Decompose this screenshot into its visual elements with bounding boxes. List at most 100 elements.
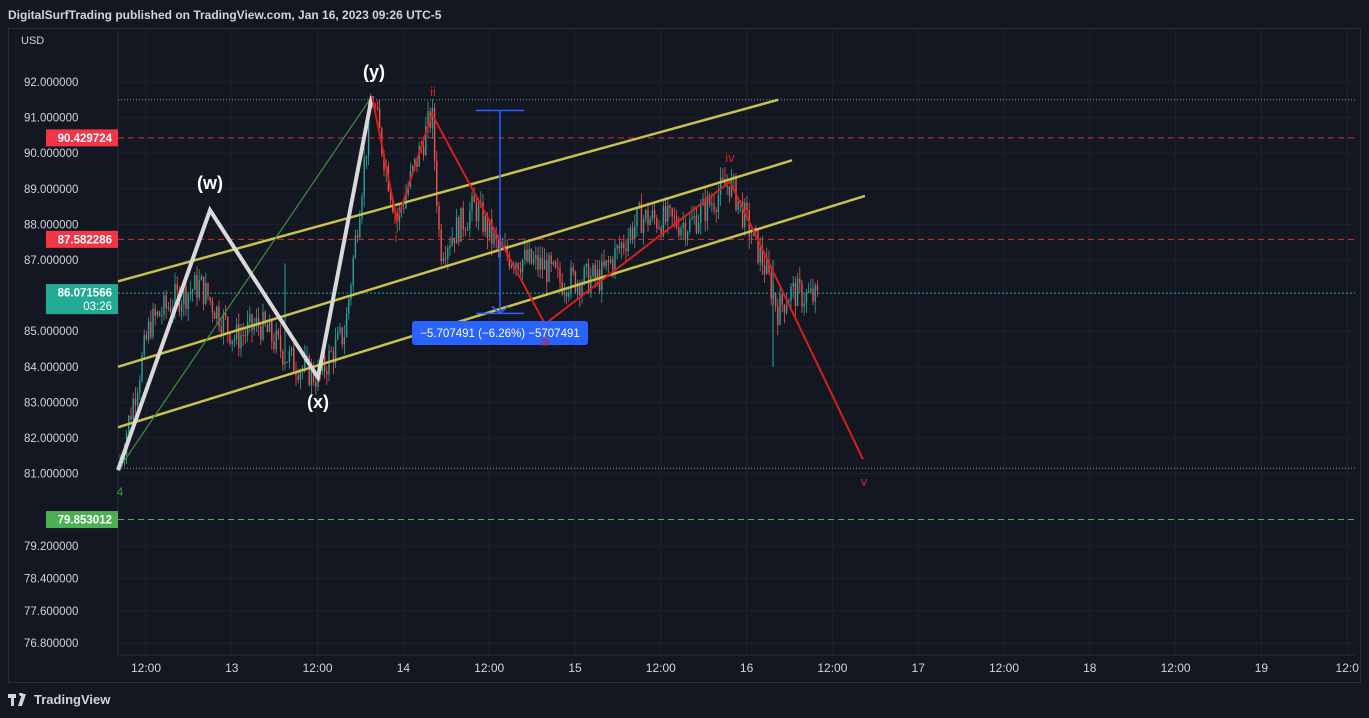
candle-body [706, 195, 709, 221]
candle-body [337, 331, 339, 340]
candle-body [627, 238, 629, 252]
candle-body [508, 256, 511, 268]
candle-body [464, 229, 467, 231]
y-tick-label: 82.000000 [24, 433, 78, 445]
price-tag [46, 230, 118, 248]
candle-body [510, 264, 513, 268]
candle-body [552, 261, 555, 264]
candle-body [484, 215, 486, 232]
candle-body [774, 293, 777, 307]
candle-body [647, 209, 649, 226]
candle-body [594, 264, 596, 278]
candle-body [136, 392, 139, 406]
x-tick-label: 16 [740, 661, 754, 675]
candle-body [585, 263, 588, 268]
candle-body [363, 158, 365, 197]
candle-body [431, 107, 434, 129]
candle-body [768, 259, 770, 273]
candle-body [638, 203, 640, 208]
candle-body [288, 351, 291, 362]
candle-body [244, 334, 247, 336]
candle-body [260, 326, 262, 340]
candle-body [803, 303, 805, 307]
price-tag-value: 87.582286 [58, 234, 112, 246]
candle-body [645, 209, 647, 219]
candle-body [180, 304, 183, 312]
candle-body [455, 217, 458, 244]
candle-body [746, 202, 748, 211]
candle-body [737, 201, 739, 211]
candle-body [733, 176, 735, 178]
wave-label-i: i [395, 230, 398, 245]
candle-body [528, 248, 530, 262]
candle-body [532, 259, 535, 264]
tradingview-logo-icon [8, 693, 26, 706]
candle-body [711, 203, 713, 205]
candle-body [306, 356, 308, 358]
price-tag-countdown: 03:26 [83, 301, 112, 313]
candle-body [209, 297, 211, 301]
y-tick-label: 91.000000 [24, 113, 78, 125]
measure-label: −5.707491 (−6.26%) −5707491 [420, 328, 580, 340]
x-tick-label: 14 [397, 661, 411, 675]
candle-body [453, 237, 456, 244]
candle-body [477, 204, 480, 222]
candle-body [147, 321, 150, 339]
candle-body [554, 261, 557, 268]
candle-body [493, 233, 495, 244]
candle-body [233, 339, 236, 341]
candle-body [568, 292, 570, 297]
candle-body [607, 260, 610, 263]
x-tick-label: 12:00 [474, 661, 504, 675]
candle-body [471, 195, 473, 211]
candle-body [229, 331, 231, 345]
candle-body [262, 311, 264, 340]
candle-body [482, 202, 484, 232]
candle-body [367, 109, 370, 156]
candle-body [792, 282, 794, 287]
candle-body [695, 215, 698, 233]
header-bar: DigitalSurfTrading published on TradingV… [0, 0, 1369, 28]
candle-body [603, 261, 605, 267]
candle-body [605, 260, 607, 267]
candle-body [812, 288, 814, 302]
candle-body [583, 267, 585, 284]
candle-body [682, 223, 684, 228]
candle-body [563, 292, 566, 295]
candle-body [801, 283, 803, 307]
y-tick-label: 78.400000 [24, 573, 78, 585]
candle-body [139, 380, 141, 393]
candle-body [750, 236, 753, 238]
candle-body [425, 126, 427, 156]
chart-frame[interactable] [8, 28, 1361, 683]
candle-body [519, 268, 522, 273]
candle-body [488, 219, 491, 238]
candle-body [517, 263, 519, 269]
candle-body [504, 245, 506, 248]
candle-body [145, 334, 148, 339]
wave-line-white [116, 95, 374, 471]
candle-body [150, 321, 152, 337]
candle-body [249, 314, 251, 322]
candle-body [156, 311, 159, 316]
candle-body [359, 218, 361, 238]
wave-line-green [117, 95, 373, 471]
candle-body [491, 219, 493, 244]
candle-body [473, 195, 475, 203]
candle-body [541, 257, 544, 270]
candle-body [339, 327, 341, 332]
candle-body [693, 215, 695, 218]
candle-body [451, 237, 453, 246]
candle-body [207, 283, 209, 298]
candle-body [770, 272, 772, 299]
candle-body [722, 177, 724, 180]
candle-body [191, 290, 194, 292]
candle-body [361, 196, 363, 219]
candle-body [684, 223, 687, 240]
candles [119, 93, 819, 472]
candle-body [284, 361, 286, 365]
y-tick-label: 79.200000 [24, 541, 78, 553]
price-tag-value: 79.853012 [58, 515, 112, 527]
candle-body [807, 291, 810, 293]
